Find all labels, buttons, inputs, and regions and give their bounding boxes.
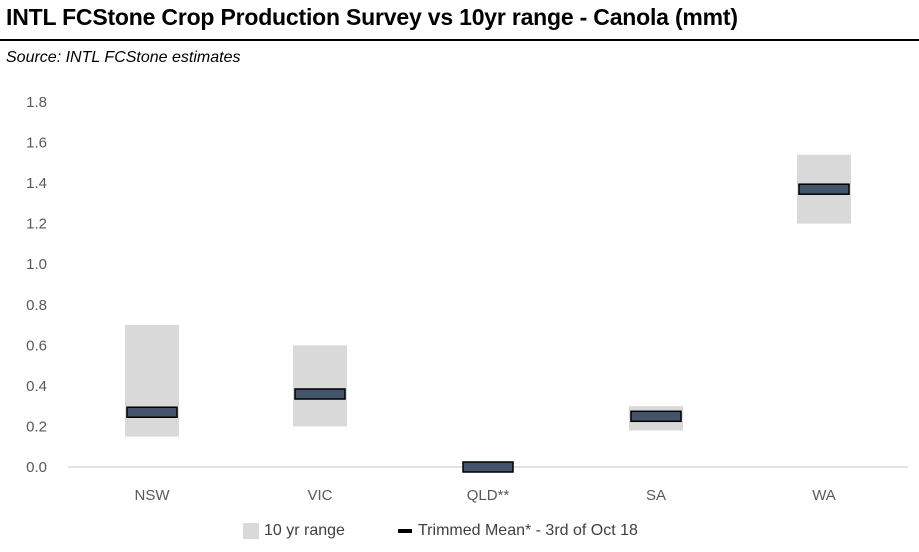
canola-range-chart: 0.0 0.2 0.4 0.6 0.8 1.0 1.2 1.4 1.6 1.8 NSW VIC QLD*… xyxy=(26,94,908,504)
range-bar-nsw xyxy=(125,325,179,437)
legend-swatch-range xyxy=(243,523,259,539)
title-divider xyxy=(0,39,919,41)
mean-marker-sa xyxy=(630,410,682,423)
y-tick-label: 1.2 xyxy=(26,216,47,233)
legend-label-mean: Trimmed Mean* - 3rd of Oct 18 xyxy=(418,522,638,539)
mean-marker-qld xyxy=(462,461,514,473)
chart-title: INTL FCStone Crop Production Survey vs 1… xyxy=(6,4,738,30)
chart-subtitle: Source: INTL FCStone estimates xyxy=(6,49,241,66)
y-tick-label: 0.4 xyxy=(26,378,47,395)
legend-swatch-mean xyxy=(398,529,412,533)
y-tick-label: 0.0 xyxy=(26,459,47,476)
legend-item-mean: Trimmed Mean* - 3rd of Oct 18 xyxy=(398,522,638,540)
x-tick-label: QLD** xyxy=(467,487,510,504)
chart-legend: 10 yr range Trimmed Mean* - 3rd of Oct 1… xyxy=(0,522,919,548)
x-tick-label: VIC xyxy=(307,487,332,504)
mean-marker-wa xyxy=(798,183,850,195)
x-tick-label: SA xyxy=(646,487,666,504)
legend-label-range: 10 yr range xyxy=(264,522,345,539)
range-bar-vic xyxy=(293,345,347,427)
y-tick-label: 1.0 xyxy=(26,256,47,273)
y-tick-label: 0.2 xyxy=(26,418,47,435)
mean-marker-nsw xyxy=(126,406,178,418)
mean-marker-vic xyxy=(294,388,346,400)
y-tick-label: 1.8 xyxy=(26,94,47,111)
x-tick-label: WA xyxy=(812,487,836,504)
y-tick-label: 0.6 xyxy=(26,337,47,354)
y-tick-label: 1.6 xyxy=(26,135,47,152)
y-tick-label: 0.8 xyxy=(26,297,47,314)
legend-item-range: 10 yr range xyxy=(243,522,345,540)
y-tick-label: 1.4 xyxy=(26,175,47,192)
x-tick-label: NSW xyxy=(135,487,171,504)
